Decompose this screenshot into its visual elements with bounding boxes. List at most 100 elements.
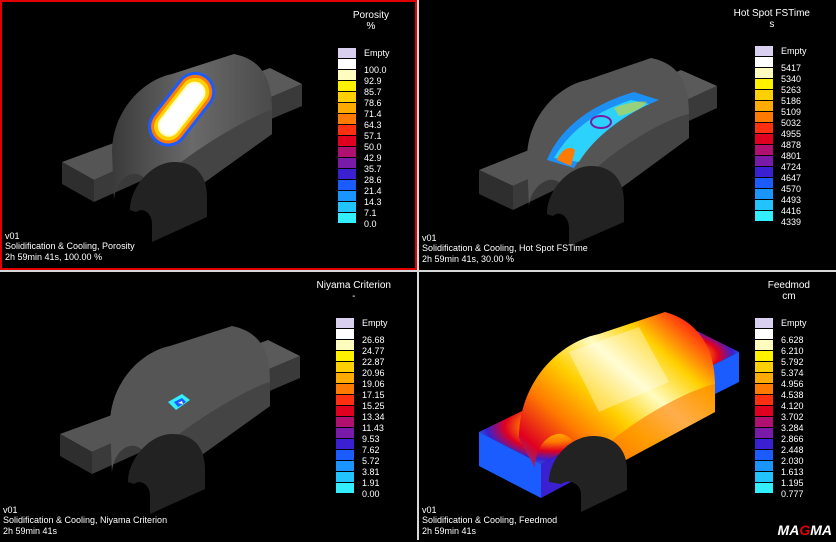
time-label: 2h 59min 41s: [422, 525, 477, 536]
legend-swatch: [755, 167, 773, 177]
legend-label: 35.7: [364, 164, 382, 174]
legend-label: 5186: [781, 96, 802, 106]
legend-label: 5263: [781, 85, 802, 95]
legend-swatch: [338, 147, 356, 157]
legend-label: 6.210: [781, 346, 804, 356]
casting-render-niyama: [60, 326, 300, 514]
legend-label: 4493: [781, 195, 802, 205]
legend-swatch: [338, 103, 356, 113]
legend-label: 2.448: [781, 445, 804, 455]
viewport-info: v01 Solidification & Cooling, Niyama Cri…: [3, 505, 167, 537]
version-label: v01: [422, 232, 437, 243]
legend-swatch: [755, 362, 773, 372]
legend-label: 24.77: [362, 346, 385, 356]
legend-label: Empty: [364, 48, 390, 58]
legend-swatch: [338, 169, 356, 179]
legend-label: 5032: [781, 118, 802, 128]
legend-label: 5.72: [362, 456, 380, 466]
legend-unit: -: [352, 291, 356, 302]
legend-swatch: [755, 461, 773, 471]
legend-label: 1.613: [781, 467, 804, 477]
time-label: 2h 59min 41s, 100.00 %: [5, 251, 103, 262]
legend-label: 4955: [781, 129, 802, 139]
legend-label: 4.956: [781, 379, 804, 389]
legend-swatch: [338, 191, 356, 201]
legend-label: 3.702: [781, 412, 804, 422]
legend-label: 4.538: [781, 390, 804, 400]
legend-label: 71.4: [364, 109, 382, 119]
legend-swatch: [338, 125, 356, 135]
legend-title: Feedmod cm: [768, 280, 810, 302]
legend-swatch: [755, 200, 773, 210]
casting-render-feedmod: [479, 312, 739, 512]
legend-label: 17.15: [362, 390, 385, 400]
legend-label: 5417: [781, 63, 802, 73]
result-label: Solidification & Cooling, Niyama Criteri…: [3, 515, 168, 525]
legend-swatch: [755, 134, 773, 144]
legend-title-text: Porosity: [352, 10, 389, 21]
legend-swatch: [755, 318, 773, 328]
version-label: v01: [5, 230, 20, 241]
time-label: 2h 59min 41s: [3, 525, 58, 536]
legend-label: 3.284: [781, 423, 804, 433]
legend-label: Empty: [781, 46, 807, 56]
legend-swatch: [338, 136, 356, 146]
legend-swatch: [338, 70, 356, 80]
legend-label: 13.34: [362, 412, 385, 422]
legend-label: 4339: [781, 217, 802, 227]
legend-label: 5109: [781, 107, 802, 117]
legend-title-text: Niyama Criterion: [316, 280, 391, 291]
legend-swatch: [755, 211, 773, 221]
legend-swatch: [755, 472, 773, 482]
casting-render-hot-spot: [479, 58, 717, 246]
legend-swatch: [755, 79, 773, 89]
legend-label: 85.7: [364, 87, 382, 97]
legend-label: 42.9: [364, 153, 382, 163]
legend-label: 100.0: [364, 65, 387, 75]
legend-swatch: [755, 57, 773, 67]
legend-title: Porosity %: [353, 10, 389, 32]
viewport-porosity[interactable]: Porosity % Empty 100.0 92.9 85.7 78.6 71.4 64.…: [0, 0, 417, 270]
legend-swatch: [338, 81, 356, 91]
legend-label: Empty: [781, 318, 807, 328]
legend-swatch: [336, 406, 354, 416]
legend-label: 92.9: [364, 76, 382, 86]
legend-title-text: Feedmod: [767, 280, 810, 291]
legend-label: 0.0: [364, 219, 377, 229]
legend-swatch: [338, 92, 356, 102]
legend-label: 14.3: [364, 197, 382, 207]
legend-label: 4570: [781, 184, 802, 194]
legend-label: 15.25: [362, 401, 385, 411]
legend-swatch: [336, 318, 354, 328]
legend-label: 4.120: [781, 401, 804, 411]
legend-swatch: [755, 406, 773, 416]
legend-swatch: [755, 178, 773, 188]
legend-label: 57.1: [364, 131, 382, 141]
viewport-feedmod[interactable]: Feedmod cm Empty 6.628 6.210 5.792 5.374 4.95…: [419, 272, 836, 542]
legend-swatch: [338, 48, 356, 58]
legend-title-text: Hot Spot FSTime: [733, 8, 810, 19]
time-label: 2h 59min 41s, 30.00 %: [422, 253, 515, 264]
legend-label: 19.06: [362, 379, 385, 389]
legend-label: 7.1: [364, 208, 377, 218]
legend-swatch: [336, 351, 354, 361]
legend-swatch: [755, 351, 773, 361]
legend-label: 5.374: [781, 368, 804, 378]
legend-swatch: [336, 362, 354, 372]
legend-swatch: [336, 373, 354, 383]
legend-label: 3.81: [362, 467, 380, 477]
result-label: Solidification & Cooling, Hot Spot FSTim…: [422, 243, 588, 253]
legend-label: 50.0: [364, 142, 382, 152]
legend-swatch: [755, 340, 773, 350]
legend-swatch: [755, 90, 773, 100]
legend-label: 0.00: [362, 489, 380, 499]
viewport-hot-spot-fstime[interactable]: Hot Spot FSTime s Empty 5417 5340 5263 5186 5…: [419, 0, 836, 270]
legend-label: 1.195: [781, 478, 804, 488]
legend-swatch: [755, 428, 773, 438]
casting-render-porosity: [62, 54, 302, 242]
legend-label: 4878: [781, 140, 802, 150]
logo-text-pre: MA: [777, 522, 800, 538]
viewport-niyama-criterion[interactable]: Niyama Criterion - Empty 26.68 24.77 22.87 2…: [0, 272, 417, 542]
legend-swatch: [755, 68, 773, 78]
